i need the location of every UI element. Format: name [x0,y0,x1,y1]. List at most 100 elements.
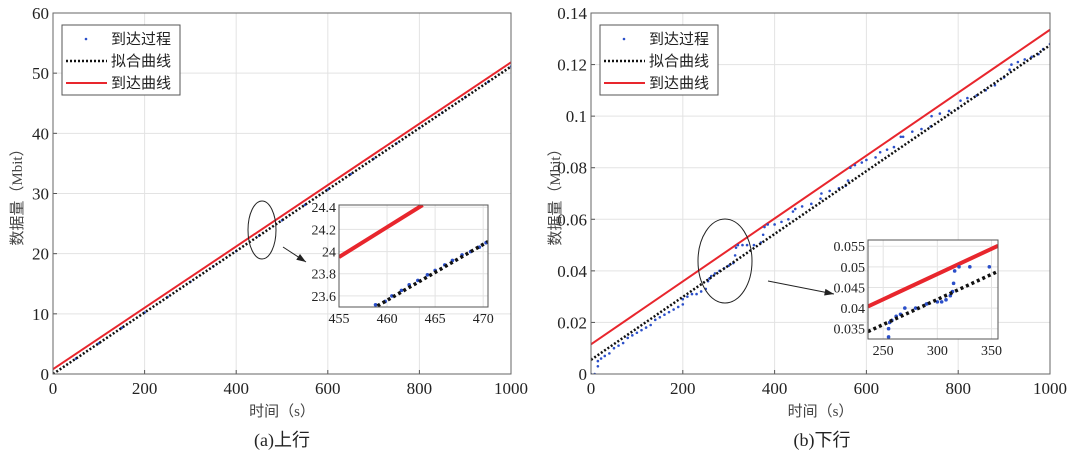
inset-arrival-point [924,302,929,306]
arrival-point [733,254,737,257]
arrival-point [667,310,671,314]
inset-arrival-point [399,288,404,293]
arrival-point [644,326,648,329]
arrival-point [1016,60,1020,64]
arrival-point [860,161,864,164]
inset-y-tick-label: 23.8 [312,268,337,283]
y-tick-label: 0.1 [566,107,587,126]
x-tick-label: 0 [49,379,58,398]
arrival-point [676,305,680,309]
arrival-point [966,96,969,100]
arrival-point [599,357,603,360]
arrival-point [612,346,616,350]
arrival-point [1008,68,1011,72]
x-tick-label: 800 [407,379,433,398]
inset-arrival-curve [868,243,998,309]
zoom-ellipse [247,200,277,260]
fit-line [591,44,1050,361]
arrival-point [626,336,630,340]
arrival-point [763,225,766,229]
x-tick-label: 200 [670,379,696,398]
arrival-point [828,189,831,193]
inset-arrival-point [944,298,948,302]
arrival-point [640,328,643,332]
inset-arrival-point [957,265,961,269]
arrival-point [959,99,962,102]
arrival-point [1023,58,1027,61]
arrival-point [899,135,903,139]
arrival-point [846,179,850,182]
arrival-point [752,243,756,247]
arrival-point [672,308,675,311]
arrival-point [690,292,694,296]
x-tick-label: 1000 [1033,379,1067,398]
arrival-point [326,188,330,191]
inset-series [339,205,488,307]
y-tick-label: 10 [32,305,49,324]
inset-y-tick-label: 0.055 [834,240,866,255]
x-tick-label: 400 [762,379,788,398]
legend-label: 拟合曲线 [649,53,709,70]
inset-arrival-point [903,306,907,310]
arrival-point [608,352,611,355]
inset-arrival-point [968,265,972,269]
inset-arrival-point [987,265,992,269]
arrival-point [820,192,823,195]
y-axis-label: 数据量（Mbit） [547,141,564,245]
arrival-point [681,303,685,306]
arrival-point [761,233,765,237]
series-group [591,28,1050,374]
inset-y-tick-label: 0.04 [841,302,866,317]
legend-label: 到达过程 [111,31,171,48]
legend-label: 到达过程 [649,31,709,48]
arrival-point [885,148,889,151]
inset-arrival-point [886,335,891,339]
arrival-point [713,272,717,275]
arrival-point [947,109,951,113]
x-tick-label: 0 [587,379,596,398]
inset-arrival-point [951,281,956,286]
inset-y-tick-label: 0.05 [841,261,866,276]
arrival-point [773,223,776,226]
inset-area [339,205,488,307]
arrival-point [874,156,877,159]
arrival-point [649,323,652,327]
plot-frame [52,12,512,375]
arrival-point [911,130,914,133]
y-tick-label: 0.14 [557,4,587,23]
arrival-point [810,202,813,206]
arrival-point [780,220,783,224]
arrival-point [741,243,744,247]
inset-x-tick-label: 350 [981,344,1002,359]
y-tick-label: 30 [32,185,49,204]
zoom-ellipse [697,218,753,304]
arrival-point [930,114,933,118]
legend-points-marker [622,37,626,41]
inset-x-tick-label: 455 [329,312,350,327]
arrival-point [621,341,625,345]
inset-chart: 455 460 465 470 23.6 23.8 24 24.2 24.4 [312,201,494,327]
y-tick-label: 0 [41,365,50,384]
y-tick-label: 0 [579,365,588,384]
arrival-point [653,318,657,322]
arrival-point [699,290,703,293]
x-tick-label: 1000 [494,379,528,398]
arrival-point [596,359,600,363]
y-tick-label: 20 [32,245,49,264]
arrival-curve-line [591,28,1050,346]
arrival-point [901,135,905,139]
arrival-point [631,334,634,337]
y-tick-label: 0.04 [557,262,587,281]
inset-arrival-point [939,300,944,304]
arrival-point [766,223,770,226]
y-tick-label: 0.06 [557,210,587,229]
inset-arrival-curve [339,205,424,259]
x-axis-label: 时间（s） [788,403,854,420]
arrival-point [793,207,797,211]
inset-y-tick-label: 24.2 [312,223,337,238]
uplink-chart: 0 200 400 600 800 1000 0 10 20 30 40 50 60 到达过程拟合曲线到达… [9,4,528,451]
arrival-point [791,210,795,213]
arrival-point [865,158,868,162]
x-tick-label: 800 [945,379,971,398]
